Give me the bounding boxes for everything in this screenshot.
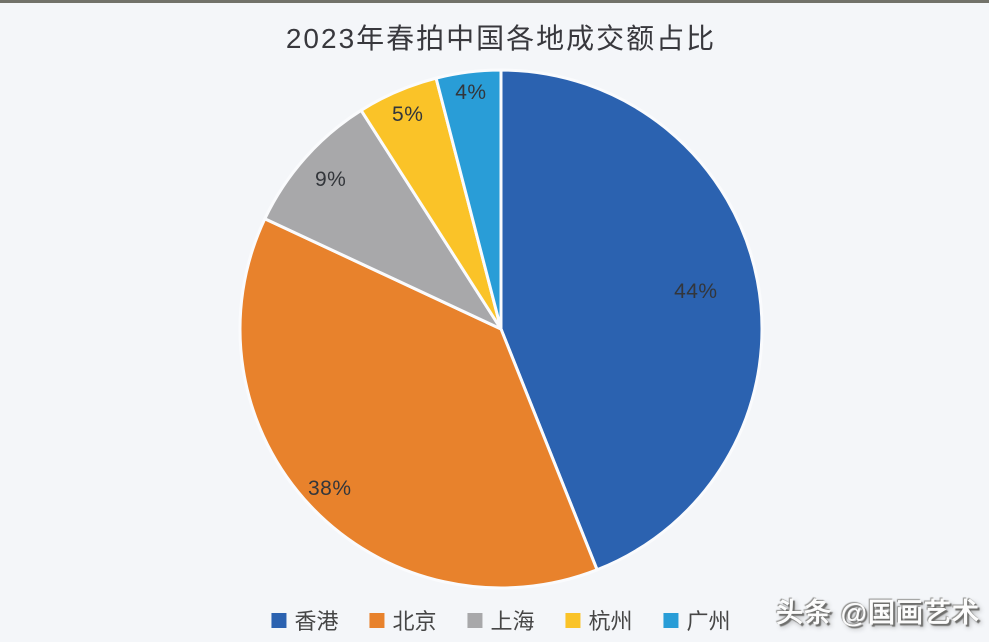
legend-swatch-guangzhou [663, 612, 679, 628]
pie-slice-beijing [238, 217, 599, 590]
top-edge-strip [0, 0, 989, 3]
pie-slice-shanghai [263, 108, 503, 331]
legend-label-hong-kong: 香港 [294, 609, 339, 634]
legend-item-beijing: 北京 [369, 604, 436, 636]
chart-legend: 香港 北京 上海 杭州 广州 [271, 604, 731, 636]
legend-swatch-hong-kong [271, 612, 287, 628]
legend-label-shanghai: 上海 [490, 609, 535, 634]
legend-swatch-beijing [369, 612, 385, 628]
legend-item-hangzhou: 杭州 [565, 604, 633, 636]
slice-label-shanghai: 9% [314, 167, 347, 191]
legend-item-hong-kong: 香港 [271, 604, 338, 636]
slice-label-guangzhou: 4% [455, 80, 487, 104]
legend-item-shanghai: 上海 [467, 604, 535, 636]
legend-swatch-shanghai [467, 612, 483, 628]
legend-label-beijing: 北京 [392, 609, 437, 634]
pie-slice-guangzhou [434, 68, 503, 331]
legend-item-guangzhou: 广州 [663, 604, 731, 636]
watermark: 头条 @国画艺术 [776, 598, 980, 628]
slice-label-hangzhou: 5% [392, 103, 424, 127]
legend-label-guangzhou: 广州 [686, 609, 731, 634]
pie-slice-hong-kong [499, 68, 764, 572]
slice-label-beijing: 38% [307, 476, 352, 500]
legend-label-hangzhou: 杭州 [588, 609, 633, 634]
chart-title: 2023年春拍中国各地成交额占比 [285, 23, 717, 54]
legend-swatch-hangzhou [565, 612, 581, 628]
slice-label-hong-kong: 44% [674, 280, 718, 304]
